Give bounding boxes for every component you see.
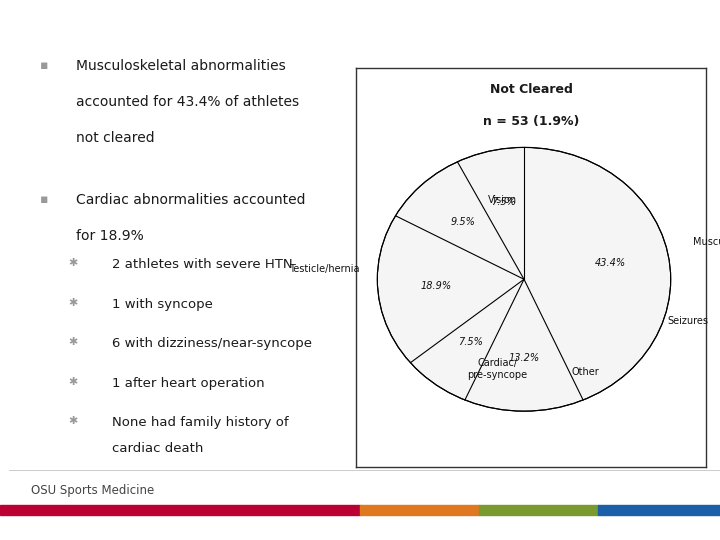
Text: for 18.9%: for 18.9% xyxy=(76,230,143,244)
Text: ✱: ✱ xyxy=(68,376,78,387)
Text: 7.5%: 7.5% xyxy=(459,338,483,347)
Text: Other: Other xyxy=(572,367,600,376)
Text: Testicle/hernia: Testicle/hernia xyxy=(289,264,360,274)
Text: not cleared: not cleared xyxy=(76,131,154,145)
Text: 2 athletes with severe HTN: 2 athletes with severe HTN xyxy=(112,258,292,271)
Text: 1 after heart operation: 1 after heart operation xyxy=(112,376,264,389)
Text: ✱: ✱ xyxy=(68,258,78,268)
Bar xyxy=(0,505,360,515)
Text: Vision: Vision xyxy=(487,195,517,205)
Ellipse shape xyxy=(377,147,671,411)
Text: Seizures: Seizures xyxy=(667,316,708,327)
Bar xyxy=(598,505,720,515)
Text: 6 with dizziness/near-syncope: 6 with dizziness/near-syncope xyxy=(112,337,312,350)
Text: Not Cleared: Not Cleared xyxy=(490,84,572,97)
Text: ▪: ▪ xyxy=(40,193,48,206)
Text: 7.5%: 7.5% xyxy=(491,197,516,207)
Text: ✱: ✱ xyxy=(68,416,78,426)
Text: 9.5%: 9.5% xyxy=(450,218,475,227)
Text: None had family history of: None had family history of xyxy=(112,416,288,429)
Bar xyxy=(479,505,598,515)
Text: 13.2%: 13.2% xyxy=(508,353,539,363)
Text: Musculoskeletal: Musculoskeletal xyxy=(693,238,720,247)
Text: Cardiac abnormalities accounted: Cardiac abnormalities accounted xyxy=(76,193,305,207)
Text: Cardiac/
pre-syncope: Cardiac/ pre-syncope xyxy=(467,358,528,380)
Bar xyxy=(360,505,479,515)
Text: Musculoskeletal abnormalities: Musculoskeletal abnormalities xyxy=(76,59,285,73)
Text: 1 with syncope: 1 with syncope xyxy=(112,298,212,310)
Text: ✱: ✱ xyxy=(68,337,78,347)
Text: accounted for 43.4% of athletes: accounted for 43.4% of athletes xyxy=(76,95,299,109)
Text: 43.4%: 43.4% xyxy=(595,258,626,268)
Text: cardiac death: cardiac death xyxy=(112,442,203,455)
Text: ✱: ✱ xyxy=(68,298,78,308)
Text: OSU Sports Medicine: OSU Sports Medicine xyxy=(31,484,154,497)
Text: ▪: ▪ xyxy=(40,59,48,72)
Text: 18.9%: 18.9% xyxy=(420,281,452,292)
Text: n = 53 (1.9%): n = 53 (1.9%) xyxy=(483,116,579,129)
